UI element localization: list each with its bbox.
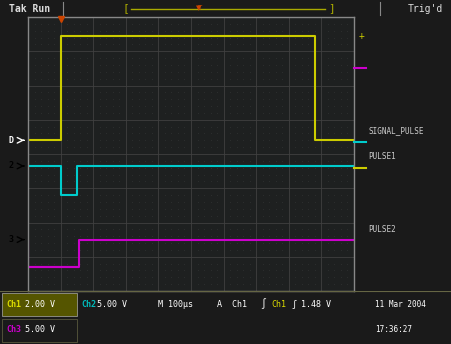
FancyBboxPatch shape — [2, 319, 77, 342]
Text: 2.00 V: 2.00 V — [25, 300, 55, 309]
Text: ∫: ∫ — [259, 299, 265, 310]
Text: Trig'd: Trig'd — [407, 3, 442, 13]
Text: M 100μs: M 100μs — [158, 300, 193, 309]
Text: Ch1: Ch1 — [271, 300, 285, 309]
Text: Ch1: Ch1 — [6, 300, 21, 309]
Text: PULSE2: PULSE2 — [368, 225, 396, 234]
Text: 11 Mar 2004: 11 Mar 2004 — [374, 300, 425, 309]
Text: 3: 3 — [9, 235, 14, 244]
Text: +: + — [358, 31, 364, 41]
Text: Ch2: Ch2 — [81, 300, 96, 309]
Text: ʃ: ʃ — [291, 300, 296, 309]
Text: Ch3: Ch3 — [6, 325, 21, 334]
Text: ]: ] — [327, 3, 334, 13]
FancyBboxPatch shape — [2, 293, 77, 316]
Text: 2: 2 — [9, 161, 14, 171]
Text: 17:36:27: 17:36:27 — [374, 325, 411, 334]
Text: Tak Run: Tak Run — [9, 3, 50, 13]
Text: T: T — [196, 5, 201, 11]
Text: 1.48 V: 1.48 V — [300, 300, 330, 309]
Text: A  Ch1: A Ch1 — [216, 300, 246, 309]
Text: [: [ — [122, 3, 129, 13]
Text: 5.00 V: 5.00 V — [25, 325, 55, 334]
Text: PULSE1: PULSE1 — [368, 151, 396, 161]
Text: SIGNAL_PULSE: SIGNAL_PULSE — [368, 126, 423, 135]
Text: 5.00 V: 5.00 V — [97, 300, 127, 309]
Text: ▼: ▼ — [196, 5, 201, 11]
Text: D: D — [9, 136, 14, 145]
